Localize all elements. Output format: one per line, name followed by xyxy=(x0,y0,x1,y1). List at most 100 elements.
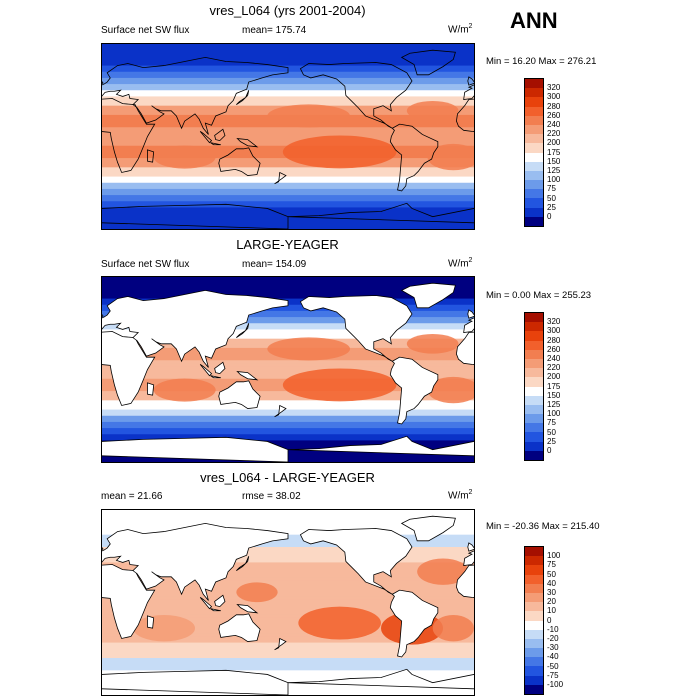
colorbar-swatch xyxy=(525,404,543,415)
season-label: ANN xyxy=(510,8,558,33)
colorbar-swatch xyxy=(525,216,543,226)
field-band xyxy=(102,102,474,107)
colorbar-swatch xyxy=(525,79,543,89)
colorbar-swatch xyxy=(525,152,543,162)
field-band xyxy=(102,50,474,54)
field-band xyxy=(102,621,474,625)
field-band xyxy=(102,664,474,668)
field-band xyxy=(102,415,474,420)
field-band xyxy=(102,375,474,380)
field-band xyxy=(102,198,474,202)
field-band xyxy=(102,164,474,168)
colorbar-tick-label: 200 xyxy=(547,138,561,148)
field-band xyxy=(102,170,474,175)
colorbar-tick-label: 150 xyxy=(547,156,561,166)
field-band xyxy=(102,593,474,597)
continent-outline xyxy=(236,323,250,338)
colorbar-tick-label: 240 xyxy=(547,120,561,129)
colorbar-swatch xyxy=(525,180,543,190)
field-band xyxy=(102,661,474,665)
field-band xyxy=(102,633,474,638)
map-panel xyxy=(101,43,475,230)
min-max-label: Min = -20.36 Max = 215.40 xyxy=(486,521,600,532)
field-maximum xyxy=(153,378,216,402)
field-band xyxy=(102,56,474,61)
continent-outline xyxy=(274,637,287,651)
field-band xyxy=(102,286,474,290)
field-band xyxy=(102,559,474,564)
field-band xyxy=(102,639,474,644)
field-band xyxy=(102,577,474,582)
continent-outline xyxy=(287,435,474,457)
field-band xyxy=(102,394,474,398)
field-band xyxy=(102,528,474,533)
colorbar-swatch xyxy=(525,115,543,125)
field-band xyxy=(102,562,474,567)
field-maximum xyxy=(298,606,381,640)
colorbar-tick-label: -10 xyxy=(547,624,559,634)
field-band xyxy=(102,332,474,337)
field-band xyxy=(102,614,474,619)
continent-outline xyxy=(400,515,456,542)
colorbar-tick-label: 0 xyxy=(547,446,552,455)
field-band xyxy=(102,525,474,530)
field-band xyxy=(102,428,474,432)
continent-outline xyxy=(214,594,226,608)
field-band xyxy=(102,93,474,98)
field-band xyxy=(102,158,474,162)
field-band xyxy=(102,366,474,371)
continent-outline xyxy=(102,522,289,601)
min-max-label: Min = 16.20 Max = 276.21 xyxy=(486,56,597,67)
field-maximum xyxy=(133,615,195,642)
colorbar-tick-label: 50 xyxy=(547,569,556,579)
colorbar-swatch xyxy=(525,675,543,685)
colorbar-tick-label: 0 xyxy=(547,615,552,625)
field-band xyxy=(102,59,474,64)
colorbar-swatch xyxy=(525,432,543,442)
field-maximum xyxy=(267,104,350,128)
colorbar-swatch xyxy=(525,368,543,378)
field-band xyxy=(102,519,474,523)
colorbar-swatch xyxy=(525,611,543,621)
field-band xyxy=(102,124,474,128)
field-band xyxy=(102,605,474,610)
field-band xyxy=(102,277,474,281)
colorbar xyxy=(524,312,544,461)
field-band xyxy=(102,71,474,76)
colorbar-swatch xyxy=(525,556,543,566)
field-band xyxy=(102,53,474,57)
continent-outline xyxy=(199,364,213,377)
field-band xyxy=(102,360,474,364)
field-maximum xyxy=(236,582,278,603)
field-band xyxy=(102,96,474,101)
colorbar-tick-label: 20 xyxy=(547,597,556,607)
field-band xyxy=(102,90,474,94)
continent-outline xyxy=(389,589,439,658)
field-maximum xyxy=(427,376,474,404)
field-band xyxy=(102,658,474,662)
field-maximum xyxy=(417,558,469,585)
field-band xyxy=(102,207,474,212)
field-band xyxy=(102,409,474,414)
colorbar-tick-label: 280 xyxy=(547,101,561,111)
field-band xyxy=(102,372,474,377)
continent-outline xyxy=(287,202,474,224)
field-band xyxy=(102,320,474,324)
colorbar-swatch xyxy=(525,583,543,593)
continent-outline xyxy=(147,382,155,396)
colorbar-tick-label: -75 xyxy=(547,670,559,680)
continent-outline xyxy=(210,142,221,146)
continent-outline xyxy=(299,295,413,362)
field-maximum xyxy=(267,337,350,361)
field-band xyxy=(102,326,474,331)
colorbar-tick-label: -20 xyxy=(547,634,559,643)
panel-title: LARGE-YEAGER xyxy=(236,237,339,252)
colorbar-tick-label: 200 xyxy=(547,372,561,382)
panel-units: W/m2 xyxy=(448,23,473,36)
continent-outline xyxy=(463,550,474,566)
field-band xyxy=(102,446,474,451)
field-maximum xyxy=(282,368,397,402)
continent-outline xyxy=(218,147,261,176)
colorbar-tick-label: 40 xyxy=(547,578,556,588)
continent-outline xyxy=(236,604,259,614)
